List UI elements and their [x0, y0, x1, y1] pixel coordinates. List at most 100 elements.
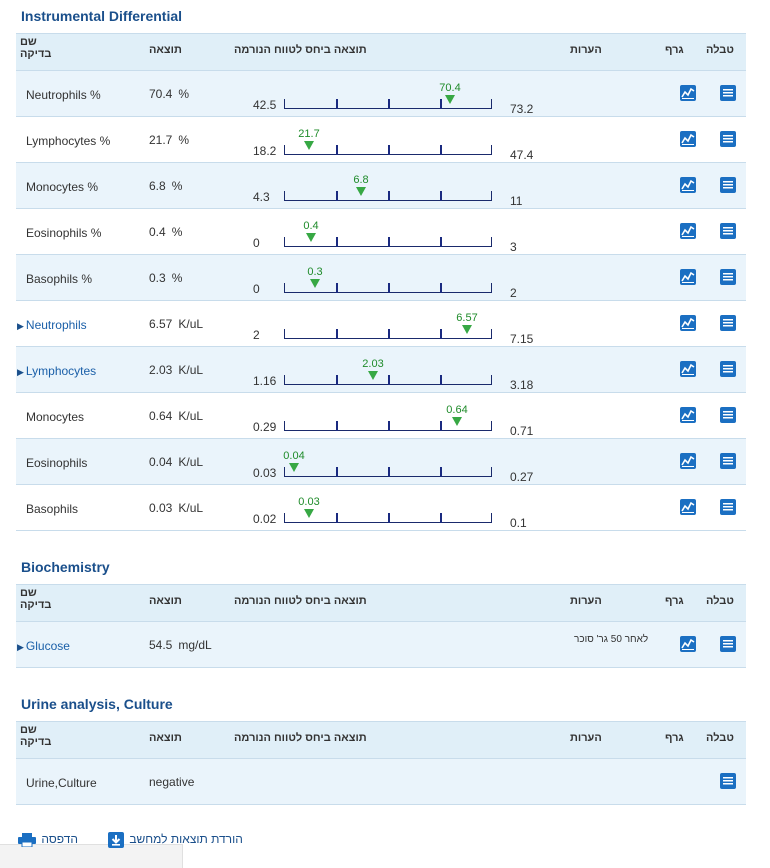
download-link[interactable]: הורדת תוצאות למחשב [108, 832, 243, 848]
range-max: 0.27 [510, 470, 534, 484]
test-name: Monocytes % [26, 180, 99, 194]
table-button[interactable] [720, 85, 736, 101]
marker-value: 6.57 [456, 312, 478, 324]
graph-button[interactable] [680, 453, 696, 469]
result-cell: 0.04 K/uL [149, 455, 203, 469]
result-value: 2.03 [149, 363, 173, 377]
chart-line-icon [680, 361, 696, 377]
scale-tick [440, 283, 442, 293]
scale-tick [491, 375, 492, 385]
result-unit: K/uL [178, 501, 204, 515]
graph-button[interactable] [680, 177, 696, 193]
horizontal-scrollbar[interactable] [0, 844, 183, 868]
graph-button[interactable] [680, 315, 696, 331]
table-button[interactable] [720, 361, 736, 377]
scale-tick [440, 421, 442, 431]
result-value: 0.03 [149, 501, 173, 515]
result-unit: % [171, 179, 183, 193]
print-label: הדפסה [41, 832, 78, 846]
table-row: Basophils % 0.3% 0 2 0.3 [16, 255, 746, 301]
test-name: Neutrophils % [26, 88, 101, 102]
download-label: הורדת תוצאות למחשב [129, 832, 243, 847]
graph-button[interactable] [680, 269, 696, 285]
result-cell: 70.4% [149, 87, 189, 101]
print-link[interactable]: הדפסה [18, 832, 78, 848]
section-title: Biochemistry [21, 559, 110, 575]
range-max: 2 [510, 286, 517, 300]
scale-tick [388, 99, 390, 109]
table-button[interactable] [720, 223, 736, 239]
range-min: 0 [253, 282, 260, 296]
test-name: Eosinophils % [26, 226, 102, 240]
table-row: Urine,Culture negative [16, 759, 746, 805]
marker-triangle-icon [289, 463, 299, 472]
test-name: Lymphocytes % [26, 134, 111, 148]
table-button[interactable] [720, 407, 736, 423]
expand-arrow-icon: ▶ [17, 367, 24, 377]
result-value: 0.04 [149, 455, 173, 469]
chart-line-icon [680, 223, 696, 239]
graph-button[interactable] [680, 636, 696, 652]
graph-button[interactable] [680, 85, 696, 101]
table-row: Eosinophils % 0.4% 0 3 0.4 [16, 209, 746, 255]
list-icon [720, 499, 736, 515]
header-range: תוצאה ביחס לטווח הנורמה [234, 732, 367, 744]
table-button[interactable] [720, 131, 736, 147]
scale-tick [388, 145, 390, 155]
scale-tick [388, 329, 390, 339]
marker-value: 0.04 [283, 450, 305, 462]
scale-tick [284, 145, 285, 155]
result-unit: K/uL [178, 409, 204, 423]
range-scale: 0.4 [284, 220, 492, 247]
scale-tick [284, 237, 285, 247]
download-icon [108, 832, 124, 848]
table-row: Eosinophils 0.04 K/uL 0.03 0.27 0.04 [16, 439, 746, 485]
marker-triangle-icon [304, 509, 314, 518]
graph-button[interactable] [680, 407, 696, 423]
range-scale: 0.04 [283, 450, 492, 477]
marker-triangle-icon [310, 279, 320, 288]
header-test-name: שם בדיקה [20, 587, 80, 611]
list-icon [720, 223, 736, 239]
result-value: 54.5 [149, 638, 173, 652]
result-unit: % [171, 225, 183, 239]
table-button[interactable] [720, 499, 736, 515]
graph-button[interactable] [680, 361, 696, 377]
scale-tick [284, 191, 285, 201]
marker-value: 0.03 [298, 496, 320, 508]
range-scale: 0.03 [284, 496, 492, 523]
range-scale: 21.7 [284, 128, 492, 155]
range-max: 3.18 [510, 378, 534, 392]
header-table: טבלה [706, 44, 734, 56]
test-name-link[interactable]: ▶ Lymphocytes [17, 364, 96, 378]
printer-icon [18, 832, 36, 848]
range-max: 0.1 [510, 516, 527, 530]
range-min: 1.16 [253, 374, 277, 388]
test-name-link[interactable]: ▶ Neutrophils [17, 318, 87, 332]
graph-button[interactable] [680, 499, 696, 515]
test-name: Neutrophils [25, 318, 87, 332]
list-icon [720, 85, 736, 101]
table-button[interactable] [720, 177, 736, 193]
scale-tick [491, 513, 492, 523]
marker-triangle-icon [356, 187, 366, 196]
table-button[interactable] [720, 269, 736, 285]
list-icon [720, 636, 736, 652]
scale-tick [491, 191, 492, 201]
table-button[interactable] [720, 636, 736, 652]
header-table: טבלה [706, 595, 734, 607]
range-min: 18.2 [253, 144, 277, 158]
graph-button[interactable] [680, 131, 696, 147]
graph-button[interactable] [680, 223, 696, 239]
scale-tick [336, 513, 338, 523]
table-row: Basophils 0.03 K/uL 0.02 0.1 0.03 [16, 485, 746, 531]
table-button[interactable] [720, 453, 736, 469]
result-cell: negative [149, 775, 200, 789]
header-graph: גרף [665, 595, 684, 607]
scale-tick [440, 145, 442, 155]
range-min: 4.3 [253, 190, 270, 204]
table-button[interactable] [720, 315, 736, 331]
marker-value: 0.64 [446, 404, 468, 416]
table-button[interactable] [720, 773, 736, 789]
test-name-link[interactable]: ▶ Glucose [17, 639, 70, 653]
